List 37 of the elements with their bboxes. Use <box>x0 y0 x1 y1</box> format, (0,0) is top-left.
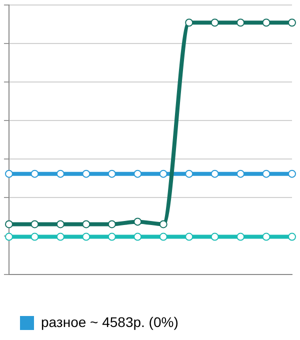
point <box>82 170 90 178</box>
point <box>159 232 168 241</box>
point <box>5 232 13 241</box>
point <box>108 220 116 228</box>
point <box>30 232 39 241</box>
point <box>185 232 194 241</box>
point <box>236 170 245 178</box>
point <box>82 232 90 241</box>
point <box>288 170 296 178</box>
point <box>288 232 296 241</box>
point <box>288 18 296 27</box>
point <box>108 170 116 178</box>
point <box>236 18 245 27</box>
point <box>56 220 64 228</box>
point <box>5 220 13 228</box>
point <box>210 170 219 178</box>
point <box>159 220 168 228</box>
point <box>82 220 90 228</box>
point <box>56 232 64 241</box>
point <box>30 220 39 228</box>
point <box>5 170 13 178</box>
point <box>134 232 142 241</box>
point <box>108 232 116 241</box>
point <box>185 170 194 178</box>
point <box>262 232 270 241</box>
point <box>134 218 142 226</box>
point <box>56 170 64 178</box>
point <box>210 18 219 27</box>
legend-label: разное ~ 4583р. (0%) <box>41 314 178 330</box>
point <box>134 170 142 178</box>
point <box>30 170 39 178</box>
point <box>262 170 270 178</box>
point <box>159 170 168 178</box>
point <box>185 18 194 27</box>
point <box>210 232 219 241</box>
point <box>262 18 270 27</box>
point <box>236 232 245 241</box>
